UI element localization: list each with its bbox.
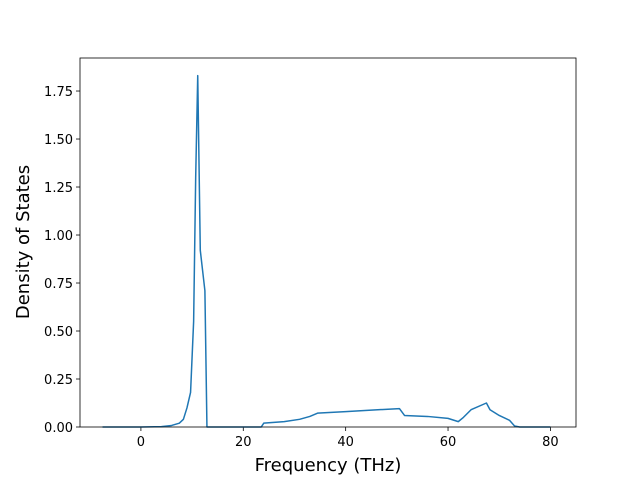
plot-frame: [79, 57, 577, 428]
y-tick-label: 1.00: [44, 229, 73, 244]
y-tick-label: 0.00: [44, 421, 73, 436]
x-axis-label: Frequency (THz): [255, 455, 402, 476]
y-tick-label: 1.50: [44, 133, 73, 148]
y-axis-label: Density of States: [13, 165, 34, 319]
y-tick-label: 1.25: [44, 181, 73, 196]
x-tick-label: 60: [440, 435, 457, 450]
line-series: [102, 74, 551, 428]
y-tick-label: 1.75: [44, 85, 73, 100]
y-tick-label: 0.75: [44, 277, 73, 292]
y-tick-label: 0.50: [44, 325, 73, 340]
y-tick-label: 0.25: [44, 373, 73, 388]
x-tick-label: 80: [542, 435, 559, 450]
x-tick-label: 0: [137, 435, 145, 450]
x-tick-label: 20: [235, 435, 252, 450]
x-tick-label: 40: [337, 435, 354, 450]
